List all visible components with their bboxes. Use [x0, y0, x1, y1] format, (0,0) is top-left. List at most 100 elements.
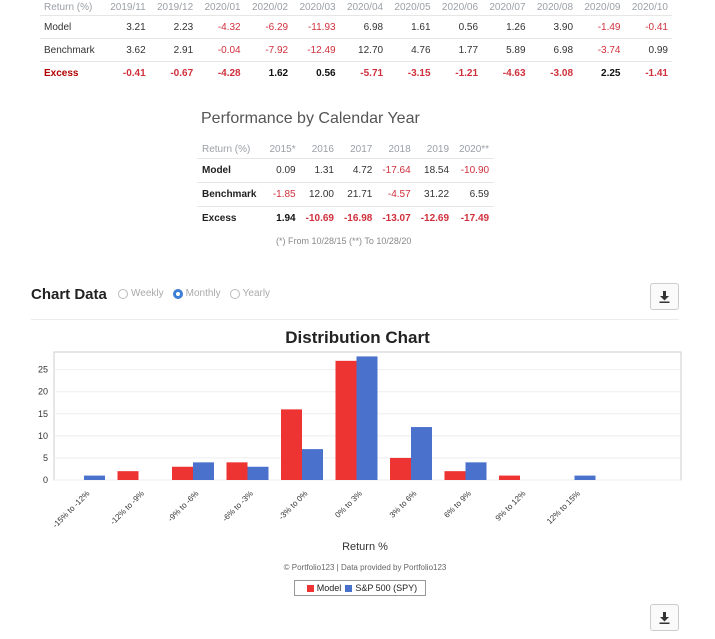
- x-tick-label: 12% to 15%: [545, 489, 582, 526]
- calendar-cell: -17.49: [454, 206, 495, 230]
- monthly-col-header: 2020/07: [489, 2, 526, 13]
- monthly-header-label: Return (%): [44, 2, 93, 13]
- chart-title: Distribution Chart: [285, 328, 430, 347]
- monthly-cell: -3.08: [529, 61, 578, 84]
- calendar-cell: 18.54: [415, 158, 455, 183]
- calendar-row-benchmark: Benchmark -1.85 12.00 21.71 -4.57 31.22 6.59: [197, 182, 495, 207]
- monthly-cell: 1.77: [434, 38, 483, 62]
- calendar-cell: 0.09: [264, 158, 301, 183]
- monthly-returns-table: Return (%) 2019/11 2019/12 2020/01 2020/02 2…: [40, 0, 672, 84]
- calendar-col-header: 2019: [426, 143, 450, 155]
- monthly-col-header: 2020/06: [441, 2, 479, 13]
- calendar-cell: -12.69: [415, 206, 455, 230]
- calendar-cell: -16.98: [338, 206, 378, 230]
- y-tick-label: 15: [38, 409, 48, 419]
- download-icon: [659, 611, 670, 624]
- x-tick-label: -15% to -12%: [51, 489, 92, 530]
- download-button-bottom[interactable]: [650, 604, 679, 631]
- y-tick-label: 0: [43, 475, 48, 485]
- monthly-col-header: 2020/10: [631, 2, 668, 13]
- calendar-cell: 21.71: [338, 182, 378, 207]
- monthly-cell: 4.76: [387, 38, 435, 62]
- monthly-cell: 2.91: [149, 38, 198, 62]
- radio-monthly[interactable]: [172, 288, 183, 299]
- monthly-cell: 5.89: [482, 38, 530, 62]
- radio-weekly[interactable]: [118, 288, 128, 299]
- monthly-col-header: 2020/03: [299, 2, 336, 13]
- x-tick-label: -9% to -6%: [166, 489, 200, 523]
- distribution-chart: 0 5 10 15 20 25 -15% to -12% -12% to -9% -9% to …: [38, 351, 682, 530]
- x-tick-label: 6% to 9%: [442, 489, 473, 520]
- monthly-cell: 1.62: [244, 61, 293, 84]
- calendar-footnote: (*) From 10/28/15 (**) To 10/28/20: [276, 236, 412, 246]
- monthly-row-label: Excess: [40, 61, 103, 84]
- bar-model: [335, 360, 357, 480]
- chart-credit: © Portfolio123 | Data provided by Portfo…: [283, 563, 447, 572]
- bar-spy: [356, 356, 378, 480]
- monthly-cell: -0.41: [102, 61, 150, 84]
- monthly-cell: 3.62: [102, 38, 150, 62]
- calendar-col-header: 2016: [311, 143, 334, 155]
- calendar-row-excess: Excess 1.94 -10.69 -16.98 -13.07 -12.69 -17.49: [197, 206, 495, 230]
- calendar-header-label: Return (%): [202, 143, 251, 155]
- x-tick-label: 3% to 6%: [388, 489, 419, 520]
- bar-model: [172, 466, 193, 480]
- monthly-col-header: 2020/02: [251, 2, 289, 13]
- monthly-col-header: 2019/12: [156, 2, 194, 13]
- monthly-col-header: 2020/01: [204, 2, 241, 13]
- monthly-col-header: 2020/04: [346, 2, 384, 13]
- monthly-cell: -3.74: [577, 38, 625, 62]
- legend-swatch: [345, 584, 353, 592]
- calendar-col-header: 2020**: [459, 143, 490, 155]
- monthly-cell: -1.49: [577, 15, 625, 39]
- bar-spy: [411, 427, 432, 480]
- x-tick-label: -12% to -9%: [108, 489, 145, 526]
- monthly-cell: -0.04: [197, 38, 245, 62]
- calendar-cell: -17.64: [377, 158, 416, 183]
- bar-model: [281, 409, 302, 480]
- calendar-cell: -13.07: [377, 206, 416, 230]
- monthly-cell: -1.21: [434, 61, 483, 84]
- chart-data-title: Chart Data: [31, 286, 107, 303]
- monthly-cell: -0.41: [624, 15, 672, 39]
- calendar-cell: 12.00: [300, 182, 339, 207]
- bar-spy: [84, 475, 105, 480]
- download-button-top[interactable]: [650, 283, 679, 310]
- bar-spy: [193, 462, 214, 480]
- x-tick-label: 0% to 3%: [333, 489, 364, 520]
- radio-label-weekly[interactable]: Weekly: [131, 288, 164, 299]
- monthly-cell: -12.49: [292, 38, 340, 62]
- y-tick-label: 20: [38, 387, 48, 397]
- calendar-cell: 1.31: [300, 158, 339, 183]
- x-tick-label: 9% to 12%: [494, 489, 528, 523]
- calendar-col-header: 2017: [350, 143, 373, 155]
- monthly-cell: 6.98: [339, 15, 388, 39]
- y-tick-label: 10: [38, 431, 48, 441]
- monthly-cell: -3.15: [387, 61, 435, 84]
- bar-model: [444, 471, 466, 480]
- bar-spy: [247, 466, 269, 480]
- radio-label-monthly[interactable]: Monthly: [185, 288, 221, 299]
- monthly-cell: 6.98: [529, 38, 578, 62]
- y-tick-label: 25: [38, 365, 48, 375]
- monthly-row-label: Model: [40, 15, 103, 39]
- calendar-col-header: 2015*: [269, 143, 296, 155]
- calendar-title: Performance by Calendar Year: [201, 110, 420, 127]
- radio-yearly[interactable]: [229, 288, 240, 299]
- radio-label-yearly[interactable]: Yearly: [242, 288, 271, 299]
- calendar-row-label: Benchmark: [197, 182, 265, 207]
- y-tick-label: 5: [43, 453, 48, 463]
- calendar-cell: 6.59: [454, 182, 495, 207]
- monthly-row-label: Benchmark: [40, 38, 103, 62]
- monthly-cell: 2.23: [149, 15, 198, 39]
- bar-model: [226, 462, 248, 480]
- monthly-cell: -0.67: [149, 61, 198, 84]
- legend-swatch: [306, 584, 314, 592]
- frequency-radio-group: Weekly Monthly Yearly: [118, 288, 279, 299]
- x-tick-label: -6% to -3%: [221, 489, 255, 523]
- calendar-row-label: Model: [197, 158, 265, 183]
- monthly-cell: 0.99: [624, 38, 672, 62]
- monthly-col-header: 2020/08: [536, 2, 574, 13]
- monthly-cell: -11.93: [292, 15, 340, 39]
- calendar-col-header: 2018: [388, 143, 411, 155]
